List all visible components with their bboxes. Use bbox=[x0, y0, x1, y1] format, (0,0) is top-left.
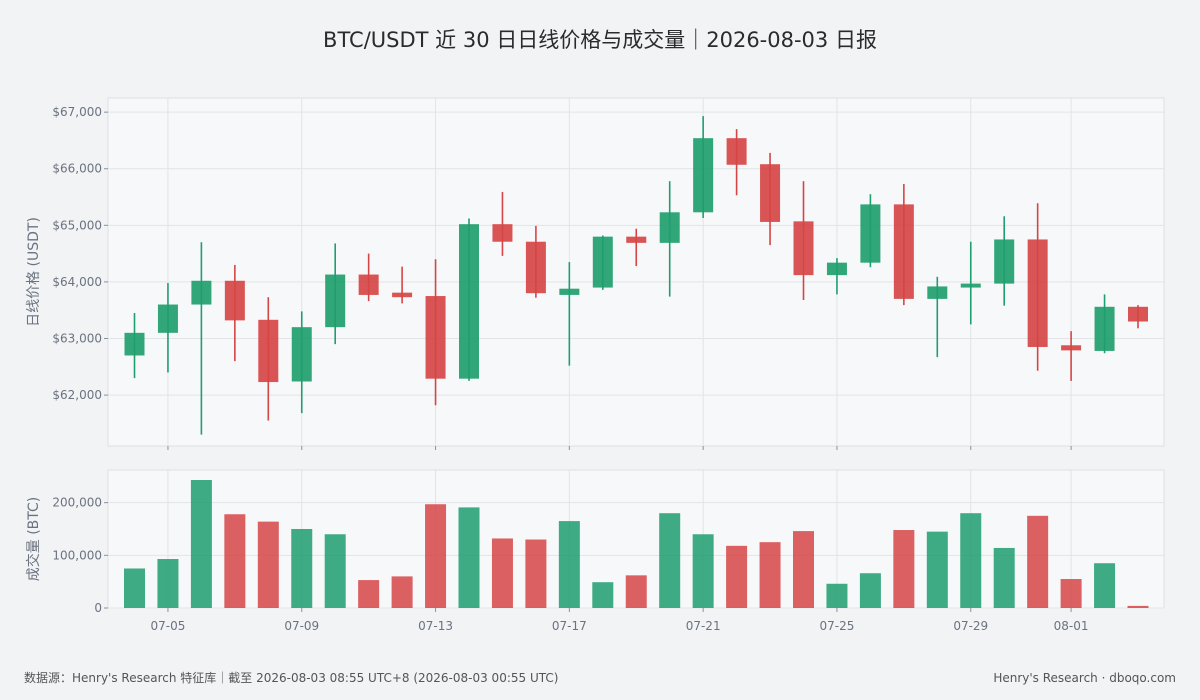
price-tick-label: $62,000 bbox=[52, 388, 102, 402]
volume-bar bbox=[826, 583, 848, 608]
candle-body bbox=[1027, 239, 1048, 347]
candle-body bbox=[793, 221, 814, 276]
volume-bar bbox=[793, 531, 814, 608]
candle-body bbox=[693, 138, 714, 213]
volume-bar bbox=[425, 504, 447, 608]
x-tick-label: 07-09 bbox=[284, 619, 319, 633]
x-tick-label: 07-29 bbox=[953, 619, 988, 633]
volume-bar bbox=[859, 573, 881, 608]
candle-body bbox=[1128, 306, 1148, 322]
price-axis-label: 日线价格 (USDT) bbox=[26, 217, 42, 327]
volume-bar bbox=[960, 513, 982, 608]
candle-body bbox=[459, 224, 479, 379]
volume-bar bbox=[458, 507, 480, 608]
candle-body bbox=[927, 286, 948, 299]
candle-body bbox=[860, 204, 881, 263]
price-panel bbox=[107, 97, 1165, 447]
volume-bar bbox=[625, 575, 647, 608]
x-tick-label: 07-13 bbox=[418, 619, 453, 633]
volume-bar bbox=[224, 514, 246, 608]
volume-bar bbox=[124, 568, 145, 608]
volume-bar bbox=[391, 576, 413, 608]
grid bbox=[108, 98, 1164, 609]
volume-bar bbox=[157, 559, 179, 608]
volume-bar bbox=[926, 531, 948, 608]
volume-bar bbox=[993, 547, 1015, 608]
volume-bars bbox=[124, 480, 1149, 608]
x-tick-label: 08-01 bbox=[1054, 619, 1089, 633]
candle-body bbox=[626, 236, 647, 243]
candle-body bbox=[592, 236, 613, 288]
candle-body bbox=[994, 239, 1015, 284]
candle-body bbox=[726, 138, 747, 165]
volume-tick-label: 0 bbox=[94, 601, 102, 615]
candle-body bbox=[760, 164, 781, 222]
volume-bar bbox=[257, 521, 279, 608]
footer-brand: Henry's Research · dboqo.com bbox=[993, 671, 1176, 685]
volume-bar bbox=[1127, 605, 1149, 608]
candles bbox=[124, 116, 1148, 435]
candle-body bbox=[559, 288, 580, 295]
candle-body bbox=[960, 283, 981, 288]
price-tick-label: $65,000 bbox=[52, 218, 102, 232]
price-tick-label: $63,000 bbox=[52, 331, 102, 345]
volume-axis-label: 成交量 (BTC) bbox=[25, 497, 42, 582]
chart-title: BTC/USDT 近 30 日日线价格与成交量｜2026-08-03 日报 bbox=[323, 28, 877, 52]
candle-body bbox=[659, 212, 680, 243]
volume-bar bbox=[324, 534, 346, 608]
x-tick-label: 07-17 bbox=[552, 619, 587, 633]
candle-body bbox=[425, 296, 446, 379]
candle-body bbox=[124, 332, 145, 356]
price-tick-label: $64,000 bbox=[52, 275, 102, 289]
candle-body bbox=[492, 224, 513, 242]
volume-bar bbox=[358, 580, 380, 608]
volume-bar bbox=[190, 480, 212, 608]
volume-bar bbox=[1060, 579, 1082, 608]
candle-body bbox=[392, 292, 413, 298]
candle-body bbox=[1061, 345, 1082, 351]
volume-bar bbox=[759, 542, 781, 608]
price-tick-label: $67,000 bbox=[52, 105, 102, 119]
candle-body bbox=[224, 280, 245, 321]
x-tick-label: 07-05 bbox=[151, 619, 186, 633]
volume-bar bbox=[692, 534, 714, 608]
volume-bar bbox=[726, 545, 748, 608]
candle-body bbox=[191, 280, 212, 305]
candle-body bbox=[291, 327, 312, 382]
volume-tick-label: 100,000 bbox=[52, 548, 102, 562]
volume-bar bbox=[525, 539, 547, 608]
candle-body bbox=[893, 204, 914, 299]
volume-bar bbox=[592, 582, 614, 608]
candle-body bbox=[258, 319, 279, 383]
volume-tick-label: 200,000 bbox=[52, 496, 102, 510]
volume-bar bbox=[1027, 515, 1049, 608]
x-tick-label: 07-21 bbox=[686, 619, 721, 633]
volume-bar bbox=[491, 538, 513, 608]
volume-bar bbox=[558, 521, 580, 608]
axes: $62,000 $63,000 $64,000 $65,000 $66,000 $67,0… bbox=[52, 105, 1088, 633]
footer-source: 数据源：Henry's Research 特征库｜截至 2026-08-03 0… bbox=[24, 670, 558, 685]
candle-body bbox=[826, 262, 847, 276]
volume-bar bbox=[893, 530, 915, 608]
x-tick-label: 07-25 bbox=[820, 619, 855, 633]
candle-body bbox=[525, 241, 546, 294]
volume-bar bbox=[291, 528, 313, 608]
volume-bar bbox=[1094, 563, 1116, 608]
price-tick-label: $66,000 bbox=[52, 162, 102, 176]
candle-body bbox=[325, 274, 346, 328]
volume-bar bbox=[659, 513, 681, 608]
candle-body bbox=[157, 304, 178, 333]
candle-body bbox=[358, 274, 379, 295]
candle-body bbox=[1094, 306, 1115, 351]
